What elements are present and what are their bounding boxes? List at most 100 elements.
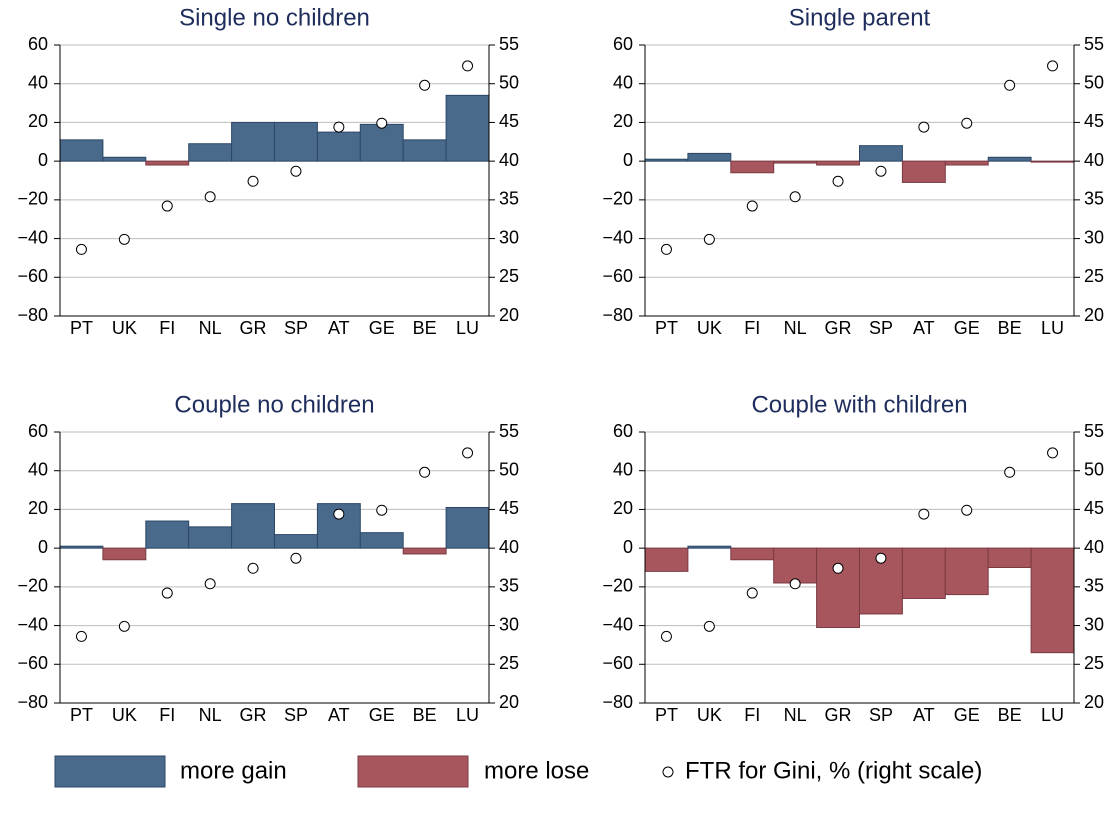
y2-tick-label: 35 <box>499 189 519 209</box>
x-tick-label: NL <box>199 318 222 338</box>
gini-point <box>376 504 388 516</box>
bar <box>445 94 490 162</box>
x-tick-label: GR <box>825 705 852 725</box>
gini-point <box>419 466 431 478</box>
y2-tick-label: 45 <box>1084 498 1104 518</box>
x-tick-label: AT <box>328 705 350 725</box>
y2-tick-label: 25 <box>1084 653 1104 673</box>
gini-point <box>832 562 844 574</box>
y-tick-label: −20 <box>17 189 48 209</box>
gini-point <box>703 620 715 632</box>
legend-label: more lose <box>484 757 589 784</box>
x-tick-label: PT <box>655 705 678 725</box>
x-tick-label: UK <box>112 318 137 338</box>
y2-tick-label: 30 <box>1084 227 1104 247</box>
y-tick-label: −60 <box>17 653 48 673</box>
y-tick-label: −80 <box>602 692 633 712</box>
panel-title: Single parent <box>789 4 931 31</box>
gini-point <box>875 165 887 177</box>
gini-point <box>75 243 87 255</box>
y2-tick-label: 35 <box>1084 189 1104 209</box>
bar <box>816 547 860 629</box>
bar <box>987 547 1032 569</box>
x-tick-label: GE <box>369 318 395 338</box>
y-tick-label: −40 <box>17 614 48 634</box>
x-tick-label: AT <box>328 318 350 338</box>
x-tick-label: BE <box>413 705 437 725</box>
y-tick-label: 20 <box>28 498 48 518</box>
x-tick-label: SP <box>869 318 893 338</box>
x-tick-label: FI <box>744 705 760 725</box>
legend-label: FTR for Gini, % (right scale) <box>685 757 982 784</box>
y2-tick-label: 25 <box>499 266 519 286</box>
x-tick-label: FI <box>744 318 760 338</box>
bar <box>188 143 233 162</box>
x-tick-label: BE <box>998 318 1022 338</box>
gini-point <box>746 200 758 212</box>
gini-point <box>204 578 216 590</box>
y2-tick-label: 40 <box>1084 150 1104 170</box>
gini-point <box>961 117 973 129</box>
gini-point <box>789 191 801 203</box>
y2-tick-label: 30 <box>499 227 519 247</box>
y2-tick-label: 20 <box>499 305 519 325</box>
legend-marker <box>662 766 674 778</box>
bar <box>901 160 946 183</box>
bar <box>687 152 732 162</box>
y2-tick-label: 35 <box>1084 576 1104 596</box>
x-tick-label: BE <box>413 318 437 338</box>
x-tick-label: SP <box>284 705 308 725</box>
bar <box>402 139 447 162</box>
legend-swatch <box>357 755 469 788</box>
bar <box>773 547 818 584</box>
gini-point <box>161 587 173 599</box>
gini-point <box>660 243 672 255</box>
y2-tick-label: 30 <box>1084 614 1104 634</box>
gini-point <box>118 233 130 245</box>
x-tick-label: LU <box>456 318 479 338</box>
bar <box>944 547 989 596</box>
bar <box>188 526 233 549</box>
x-tick-label: BE <box>998 705 1022 725</box>
y-tick-label: −20 <box>602 576 633 596</box>
y-tick-label: −40 <box>602 614 633 634</box>
bar <box>445 506 490 549</box>
gini-point <box>961 504 973 516</box>
y-tick-label: −60 <box>602 266 633 286</box>
gini-point <box>462 60 474 72</box>
y-tick-label: 60 <box>613 34 633 54</box>
bar <box>1030 547 1075 654</box>
y-tick-label: 60 <box>613 421 633 441</box>
x-tick-label: LU <box>1041 318 1064 338</box>
y-tick-label: 0 <box>38 537 48 557</box>
bar <box>901 547 946 599</box>
y-tick-label: −80 <box>17 305 48 325</box>
bar <box>644 158 689 162</box>
y2-tick-label: 20 <box>499 692 519 712</box>
y2-tick-label: 40 <box>1084 537 1104 557</box>
gini-point <box>1047 60 1059 72</box>
y-tick-label: 40 <box>613 459 633 479</box>
gini-point <box>789 578 801 590</box>
gini-point <box>746 587 758 599</box>
y-tick-label: −40 <box>17 227 48 247</box>
panel-title: Couple with children <box>751 391 967 418</box>
bar <box>102 156 147 162</box>
x-tick-label: SP <box>869 705 893 725</box>
panel-title: Single no children <box>179 4 370 31</box>
y2-tick-label: 25 <box>499 653 519 673</box>
gini-point <box>333 508 345 520</box>
y-tick-label: 60 <box>28 421 48 441</box>
y-tick-label: −60 <box>602 653 633 673</box>
x-tick-label: UK <box>697 318 722 338</box>
x-tick-label: AT <box>913 705 935 725</box>
x-tick-label: GR <box>825 318 852 338</box>
gini-point <box>462 447 474 459</box>
gini-point <box>1004 79 1016 91</box>
y-tick-label: 20 <box>613 498 633 518</box>
gini-point <box>1004 466 1016 478</box>
y-tick-label: 0 <box>623 150 633 170</box>
gini-point <box>290 552 302 564</box>
bar <box>274 534 318 549</box>
